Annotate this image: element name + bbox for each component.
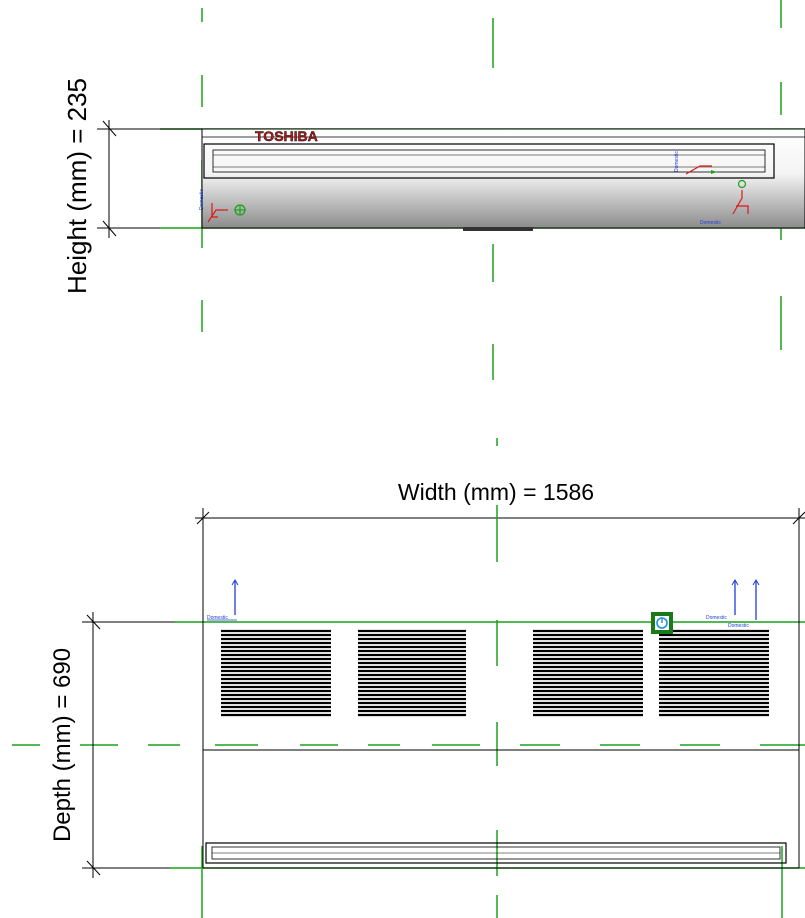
height-label: Height (mm) = 235 xyxy=(62,78,92,294)
front-view: TOSHIBA Domestic Domestic Domestic xyxy=(62,0,805,446)
plan-left-connector: Domestic xyxy=(207,579,239,621)
front-upper-connector: Domestic xyxy=(674,151,717,175)
front-lower-connector-tag: Domestic xyxy=(700,220,721,226)
front-left-connector: Domestic xyxy=(199,189,246,223)
front-upper-connector-tag: Domestic xyxy=(674,151,680,172)
plan-view: Width (mm) = 1586 xyxy=(12,479,805,918)
width-label: Width (mm) = 1586 xyxy=(398,479,594,505)
plan-right-connector-tag-2: Domestic xyxy=(728,623,749,629)
plan-left-connector-tag: Domestic xyxy=(207,615,228,621)
plan-drain-connector xyxy=(651,612,673,634)
return-grille-2 xyxy=(358,629,466,717)
depth-dimension xyxy=(82,612,175,878)
width-dimension xyxy=(195,508,805,622)
front-left-connector-tag: Domestic xyxy=(199,189,205,210)
brand-logo: TOSHIBA xyxy=(255,128,318,144)
return-grille-1 xyxy=(221,629,331,717)
return-grille-3 xyxy=(533,629,643,717)
return-grille-4 xyxy=(659,629,769,717)
height-dimension xyxy=(97,120,202,238)
front-lower-connector: Domestic xyxy=(700,179,749,226)
air-outlet-slot xyxy=(203,143,775,179)
depth-label: Depth (mm) = 690 xyxy=(49,648,76,842)
plan-supply-slot xyxy=(205,842,787,864)
plan-right-connectors: Domestic Domestic xyxy=(706,579,760,629)
plan-unit-body xyxy=(202,518,800,869)
plan-right-connector-tag-1: Domestic xyxy=(706,615,727,621)
